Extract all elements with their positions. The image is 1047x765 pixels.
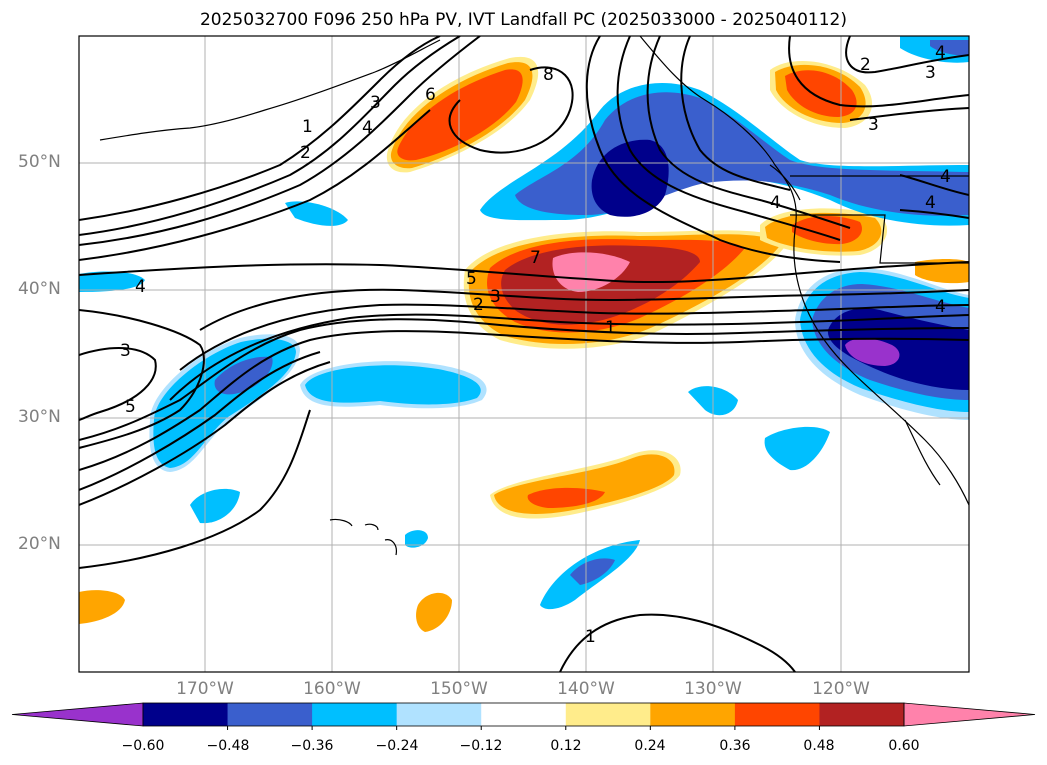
colorbar-tick-label: 0.36: [719, 738, 751, 754]
lon-label-160w: 160°W: [303, 679, 361, 699]
contour-label: 4: [362, 118, 373, 138]
contour-label: 2: [860, 55, 871, 75]
contour-label: 3: [925, 63, 936, 83]
coastline-hawaii: [329, 518, 397, 556]
negative-anomaly-california-purple: [845, 338, 900, 366]
figure-title: 2025032700 F096 250 hPa PV, IVT Landfall…: [199, 10, 847, 30]
contour-label: 1: [585, 627, 596, 647]
contour-label: 5: [466, 269, 477, 289]
colorbar: [11, 702, 1036, 730]
colorbar-segment: [650, 703, 736, 726]
colorbar-tick-label: −0.36: [290, 738, 334, 754]
positive-anomaly-coast-red: [792, 215, 862, 245]
positive-anomaly-northwest-red: [397, 69, 523, 161]
contour-label: 3: [370, 93, 381, 113]
lat-label-30n: 30°N: [18, 407, 61, 427]
lon-label-120w: 120°W: [812, 679, 870, 699]
contour-label: 3: [490, 287, 501, 307]
contour-label: 4: [770, 193, 781, 213]
coastline-alaska: [639, 36, 969, 506]
negative-anomaly-small-2: [190, 488, 240, 524]
colorbar-segment: [143, 703, 229, 726]
contour-label: 3: [120, 341, 131, 361]
contour-label: 1: [302, 117, 313, 137]
colorbar-segment: [819, 703, 905, 726]
negative-anomaly-central-south-light: [305, 365, 481, 405]
contour-label: 4: [935, 297, 946, 317]
lat-label-50n: 50°N: [18, 152, 61, 172]
lon-label-130w: 130°W: [684, 679, 742, 699]
contour-label: 8: [543, 65, 554, 85]
positive-anomaly-central-pink: [552, 252, 630, 292]
contour-label: 1: [605, 318, 616, 338]
colorbar-segment: [396, 703, 482, 726]
positive-anomaly-southwest: [79, 590, 125, 624]
lat-label-20n: 20°N: [18, 534, 61, 554]
contour-label: 2: [473, 295, 484, 315]
contour-label: 6: [425, 85, 436, 105]
coastlines: [99, 36, 969, 556]
positive-anomaly-small: [416, 592, 452, 632]
negative-anomaly-dateline: [79, 271, 145, 292]
negative-anomaly-small-3: [405, 530, 428, 548]
colorbar-tick-label: −0.60: [121, 738, 165, 754]
negative-anomaly-small-5: [764, 426, 830, 471]
contour-label: 2: [300, 143, 311, 163]
contour-label: 4: [940, 167, 951, 187]
contour-label: 5: [125, 397, 136, 417]
map-area: 1 2 3 4 6 8 2 3 3 4 4 4 5 7 5 2 3 1 4 3 …: [79, 36, 969, 672]
contour-label: 7: [530, 248, 541, 268]
map-frame: [78, 35, 970, 673]
colorbar-segment: [734, 703, 820, 726]
lon-label-150w: 150°W: [430, 679, 488, 699]
coastline-baja: [904, 419, 941, 486]
colorbar-tick-label: 0.24: [634, 738, 666, 754]
lat-label-40n: 40°N: [18, 279, 61, 299]
colorbar-segment: [312, 703, 398, 726]
border-states: [790, 214, 969, 264]
negative-anomaly-gulf-darkblue: [591, 139, 669, 217]
colorbar-extend-high: [903, 702, 1036, 727]
coastline-vancouver-island: [769, 164, 801, 201]
colorbar-extend-low: [11, 702, 144, 727]
colorbar-segment: [565, 703, 651, 726]
contour-label: 4: [135, 277, 146, 297]
colorbar-tick-label: 0.48: [803, 738, 835, 754]
negative-anomaly-northeast-corner-blue: [930, 40, 969, 56]
colorbar-tick-label: −0.48: [206, 738, 250, 754]
colorbar-tick-label: 0.12: [550, 738, 582, 754]
contour-lines: [79, 36, 969, 672]
colorbar-segment: [227, 703, 313, 726]
negative-anomaly-south-tropics-blue: [570, 558, 615, 585]
contour-label: 4: [925, 193, 936, 213]
lon-label-140w: 140°W: [557, 679, 615, 699]
contour-label-group: 1 2 3 4 6 8 2 3 3 4 4 4 5 7 5 2 3 1 4 3 …: [120, 43, 951, 647]
contour-label: 4: [935, 43, 946, 63]
graticule: [79, 36, 969, 672]
colorbar-frame: [142, 702, 905, 727]
colorbar-tick-label: −0.24: [375, 738, 419, 754]
coastline-aleutians: [99, 39, 441, 141]
lon-label-170w: 170°W: [176, 679, 234, 699]
colorbar-segment: [481, 703, 567, 726]
contour-label: 3: [868, 115, 879, 135]
colorbar-tick-label: 0.60: [888, 738, 920, 754]
colorbar-tick-label: −0.12: [459, 738, 503, 754]
